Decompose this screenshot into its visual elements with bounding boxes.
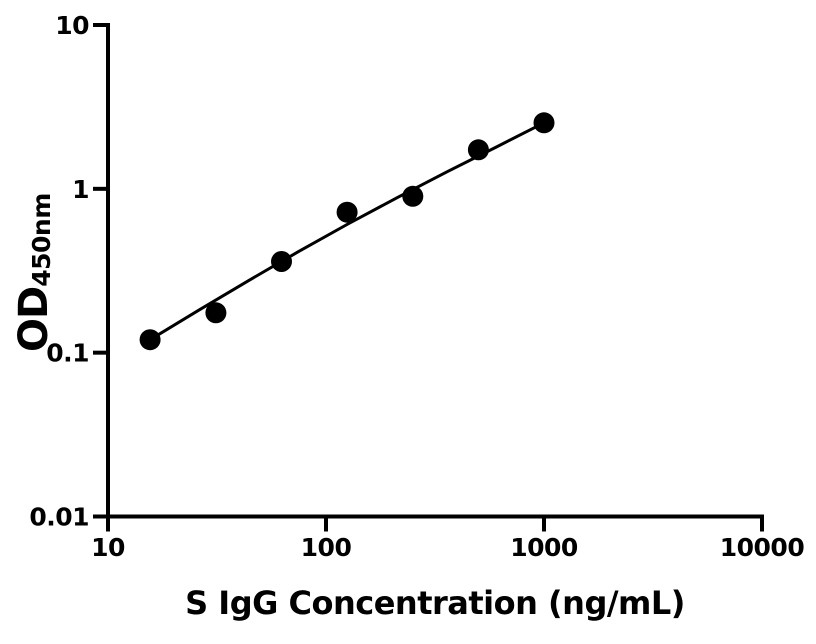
x-tick-label: 10000 — [720, 533, 805, 562]
data-point — [205, 302, 227, 324]
data-point — [271, 251, 292, 272]
axes-layer: 10 100 1000 10000 10 1 0.1 0.01 — [29, 11, 805, 562]
x-tick-label: 10 — [91, 533, 125, 562]
x-tick-label: 100 — [301, 533, 352, 562]
data-point — [533, 112, 555, 134]
y-axis-title-main: OD — [11, 287, 57, 352]
data-point — [402, 185, 424, 207]
data-point — [467, 139, 489, 161]
y-axis-title-subscript: 450nm — [27, 193, 56, 287]
y-tick-label: 0.1 — [46, 339, 89, 368]
y-axis-title: OD450nm — [11, 193, 57, 352]
x-axis-title: S IgG Concentration (ng/mL) — [185, 584, 685, 622]
x-tick-label: 1000 — [510, 533, 578, 562]
y-tick-label: 0.01 — [29, 503, 89, 532]
series-layer — [139, 112, 555, 351]
y-tick-label: 10 — [55, 11, 89, 40]
data-point — [336, 201, 358, 223]
data-point — [139, 329, 161, 351]
y-tick-label: 1 — [72, 175, 89, 204]
